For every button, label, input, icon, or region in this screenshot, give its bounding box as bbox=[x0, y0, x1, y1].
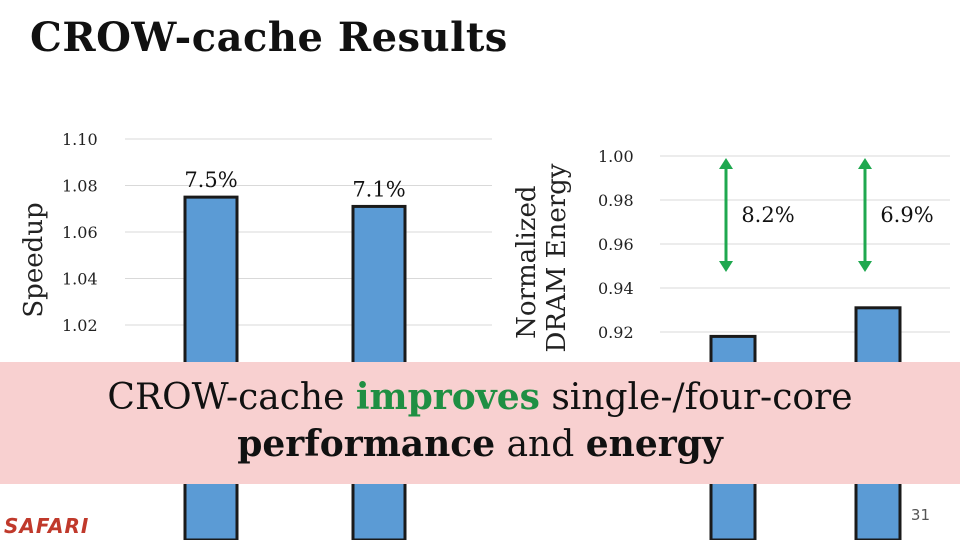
energy-tick-label: 0.98 bbox=[598, 191, 634, 210]
speedup-data-label: 7.5% bbox=[184, 168, 237, 192]
speedup-tick-label: 1.06 bbox=[62, 223, 98, 242]
banner-text-and: and bbox=[495, 424, 586, 465]
banner-bold-energy: energy bbox=[585, 423, 723, 465]
energy-reduction-label: 6.9% bbox=[880, 203, 933, 227]
speedup-tick-label: 1.04 bbox=[62, 270, 98, 289]
banner-line-2: performance and energy bbox=[0, 421, 960, 468]
energy-reduction-arrows: 8.2% 6.9% bbox=[719, 158, 934, 272]
energy-axis-label: Normalized DRAM Energy bbox=[512, 163, 572, 352]
conclusion-banner: CROW-cache improves single-/four-core pe… bbox=[0, 362, 960, 484]
energy-reduction-arrow bbox=[719, 158, 733, 272]
energy-reduction-arrow bbox=[858, 158, 872, 272]
energy-axis-label-line1: Normalized bbox=[512, 185, 542, 338]
energy-axis-label-line2: DRAM Energy bbox=[542, 163, 572, 352]
speedup-axis-label: Speedup bbox=[19, 202, 49, 317]
speedup-data-labels: 7.5% 7.1% bbox=[184, 168, 405, 201]
banner-text-suffix: single-/four-core bbox=[539, 377, 853, 418]
banner-bold-performance: performance bbox=[237, 423, 496, 465]
banner-text-prefix: CROW-cache bbox=[107, 377, 356, 418]
banner-highlight-improves: improves bbox=[355, 376, 540, 418]
energy-tick-label: 1.00 bbox=[598, 147, 634, 166]
speedup-tick-label: 1.08 bbox=[62, 177, 98, 196]
page-number: 31 bbox=[910, 506, 930, 524]
speedup-gridlines bbox=[125, 138, 492, 326]
energy-tick-label: 0.92 bbox=[598, 323, 634, 342]
speedup-tick-label: 1.02 bbox=[62, 316, 98, 335]
energy-tick-label: 0.96 bbox=[598, 235, 634, 254]
energy-gridlines bbox=[660, 155, 950, 333]
energy-tick-label: 0.94 bbox=[598, 279, 634, 298]
slide-title: CROW-cache Results bbox=[30, 14, 508, 61]
speedup-data-label: 7.1% bbox=[352, 177, 405, 201]
speedup-tick-labels: 1.02 1.04 1.06 1.08 1.10 bbox=[62, 130, 98, 335]
banner-line-1: CROW-cache improves single-/four-core bbox=[0, 374, 960, 421]
speedup-tick-label: 1.10 bbox=[62, 130, 98, 149]
energy-reduction-label: 8.2% bbox=[741, 203, 794, 227]
energy-tick-labels: 0.92 0.94 0.96 0.98 1.00 bbox=[598, 147, 634, 342]
safari-logo: SAFARI bbox=[4, 514, 90, 538]
